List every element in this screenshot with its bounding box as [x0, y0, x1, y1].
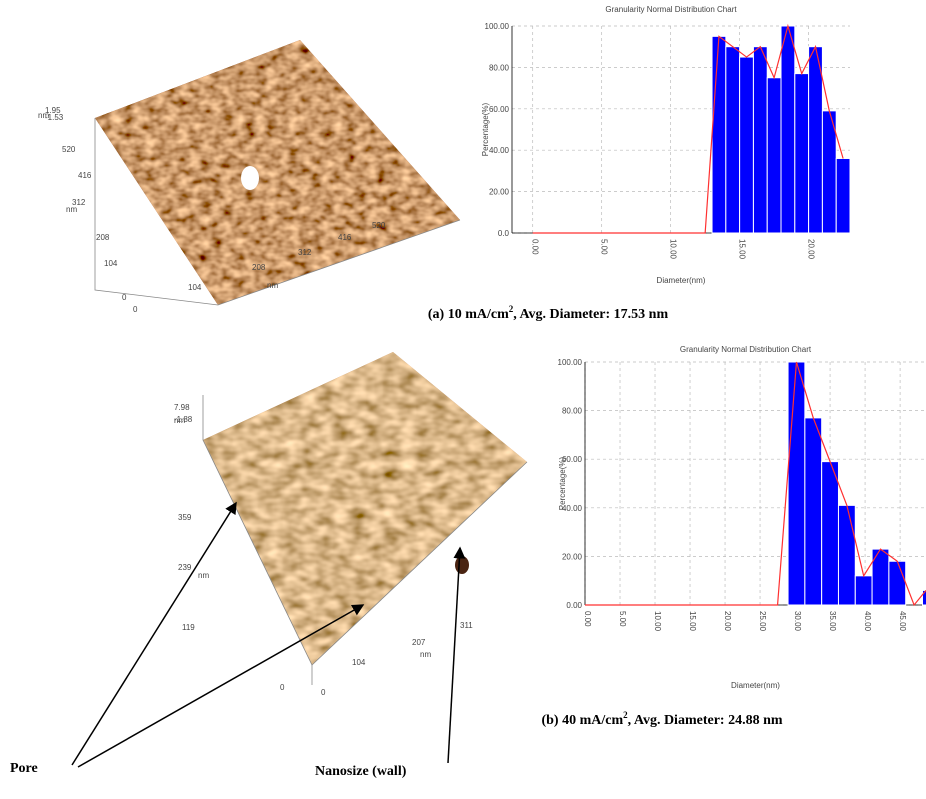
afm-axis-label: 520	[62, 145, 76, 154]
afm-axis-label: 0	[321, 688, 326, 697]
y-tick-label: 20.00	[562, 552, 583, 561]
afm-axis-label: 104	[352, 658, 366, 667]
x-tick-label: 5.00	[618, 611, 627, 627]
y-tick-label: 80.00	[489, 63, 510, 72]
x-tick-label: 35.00	[828, 611, 837, 632]
afm-image-b	[200, 348, 530, 685]
afm-axis-label: 0	[133, 305, 138, 314]
annotation-pore: Pore	[10, 761, 38, 776]
x-tick-label: 30.00	[793, 611, 802, 632]
caption-text: , Avg. Diameter: 17.53 nm	[513, 307, 668, 322]
bar	[767, 78, 781, 233]
afm-axis-label: 520	[372, 221, 386, 230]
x-tick-label: 10.00	[653, 611, 662, 632]
y-tick-label: 80.00	[562, 407, 583, 416]
caption-text: (b) 40 mA/cm	[541, 713, 623, 728]
afm-axis-label: nm	[267, 281, 278, 290]
x-tick-label: 15.00	[738, 239, 747, 260]
x-tick-label: 10.00	[669, 239, 678, 260]
afm-axis-label: 416	[78, 171, 92, 180]
caption-text: , Avg. Diameter: 24.88 nm	[628, 713, 783, 728]
afm-axis-label: 208	[252, 263, 266, 272]
x-tick-label: 15.00	[688, 611, 697, 632]
bar	[838, 505, 855, 605]
y-tick-label: 100.00	[485, 22, 510, 31]
y-tick-label: 60.00	[489, 105, 510, 114]
bar	[889, 561, 906, 605]
afm-image-a	[90, 35, 465, 310]
y-tick-label: 60.00	[562, 455, 583, 464]
afm-axis-label: 208	[96, 233, 110, 242]
y-tick-label: 0.00	[566, 601, 582, 610]
x-tick-label: 0.00	[531, 239, 540, 255]
afm-axis-label: 0	[280, 683, 285, 692]
bar	[753, 47, 767, 233]
x-axis-label: Diameter(nm)	[657, 276, 706, 285]
afm-axis-label: 311	[460, 621, 473, 630]
x-tick-label: 5.00	[600, 239, 609, 255]
x-tick-label: 25.00	[758, 611, 767, 632]
afm-axis-label: -1.53	[45, 113, 64, 122]
bar	[781, 26, 795, 233]
bar	[788, 362, 805, 605]
afm-axis-label: -1.88	[174, 415, 193, 424]
afm-axis-label: 416	[338, 233, 352, 242]
y-tick-label: 20.00	[489, 188, 510, 197]
x-axis-label: Diameter(nm)	[731, 681, 780, 690]
afm-axis-label: nm	[198, 571, 209, 580]
y-tick-label: 0.0	[498, 229, 510, 238]
afm-axis-label: 119	[182, 623, 195, 632]
caption-text: (a) 10 mA/cm	[428, 307, 509, 322]
y-tick-label: 40.00	[489, 146, 510, 155]
bar	[795, 74, 809, 233]
bar	[822, 462, 839, 605]
afm-axis-label: 104	[104, 259, 118, 268]
afm-axis-label: 104	[188, 283, 202, 292]
afm-axis-label: 207	[412, 638, 426, 647]
caption: (b) 40 mA/cm2, Avg. Diameter: 24.88 nm	[541, 710, 782, 728]
bar	[740, 57, 754, 233]
x-tick-label: 20.00	[807, 239, 816, 260]
x-tick-label: 40.00	[863, 611, 872, 632]
afm-axis-label: 239	[178, 563, 192, 572]
chart-title: Granularity Normal Distribution Chart	[680, 345, 812, 354]
x-tick-label: 20.00	[723, 611, 732, 632]
x-tick-label: 45.00	[898, 611, 907, 632]
caption: (a) 10 mA/cm2, Avg. Diameter: 17.53 nm	[428, 304, 669, 322]
afm-axis-label: 7.98	[174, 403, 190, 412]
bar	[809, 47, 823, 233]
bar	[855, 576, 872, 605]
bar	[836, 158, 850, 233]
afm-axis-label: nm	[66, 205, 77, 214]
annotation-wall: Nanosize (wall)	[315, 764, 407, 779]
bar	[805, 418, 822, 605]
figure: Pore Nanosize (wall) Granularity Normal …	[0, 0, 926, 799]
y-tick-label: 100.00	[558, 358, 583, 367]
chart-title: Granularity Normal Distribution Chart	[605, 5, 737, 14]
bar	[712, 36, 726, 233]
afm-axis-label: 359	[178, 513, 192, 522]
afm-axis-label: nm	[420, 650, 431, 659]
afm-axis-label: 0	[122, 293, 127, 302]
y-tick-label: 40.00	[562, 504, 583, 513]
bar	[726, 47, 740, 233]
x-tick-label: 0.00	[583, 611, 592, 627]
afm-axis-label: 312	[298, 248, 312, 257]
y-axis-label: Percentage(%)	[558, 456, 567, 510]
